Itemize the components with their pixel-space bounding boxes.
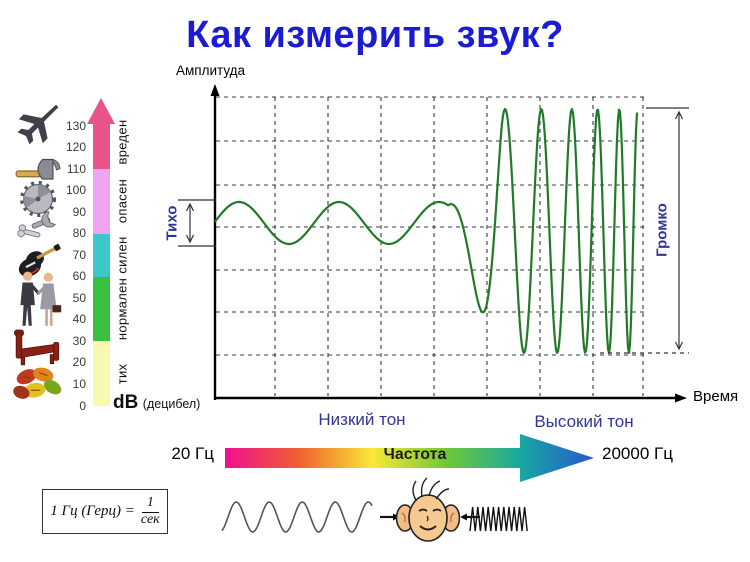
db-tick-130: 130	[65, 118, 86, 133]
x-axis-arrowhead	[675, 393, 687, 403]
y-axis-label: Амплитуда	[176, 63, 246, 78]
low-frequency-wave-icon	[221, 501, 373, 533]
db-zone-нормален	[93, 276, 110, 342]
db-tick-110: 110	[66, 161, 86, 176]
db-unit-suffix: (децибел)	[142, 397, 201, 411]
zone-label-опасен: опасен	[114, 179, 130, 224]
circular-saw-icon	[16, 179, 60, 219]
db-tick-30: 30	[72, 333, 86, 348]
db-tick-0: 0	[79, 398, 86, 413]
jet-airplane-icon	[11, 100, 65, 148]
hertz-formula: 1 Гц (Герц) = 1 сек	[42, 489, 168, 534]
y-axis-arrowhead	[210, 84, 220, 96]
high-frequency-wave-icon	[469, 506, 528, 532]
db-tick-70: 70	[72, 247, 86, 262]
wrench-tools-icon	[16, 208, 60, 242]
db-tick-80: 80	[72, 226, 86, 241]
frequency-arrow	[225, 434, 594, 482]
high-tone-label: Высокий тон	[534, 412, 634, 431]
autumn-leaves-icon	[12, 363, 64, 405]
db-zone-вреден	[93, 124, 110, 170]
low-tone-label: Низкий тон	[318, 410, 406, 429]
frequency-max-label: 20000 Гц	[602, 444, 673, 463]
listener-face-icon	[396, 476, 460, 548]
x-axis-label: Время	[693, 388, 739, 405]
formula-lhs: 1 Гц (Герц) =	[50, 503, 135, 519]
db-tick-50: 50	[72, 290, 86, 305]
db-tick-120: 120	[65, 140, 86, 155]
db-tick-40: 40	[72, 312, 86, 327]
hammer-icon	[15, 156, 61, 186]
formula-numerator: 1	[141, 495, 159, 513]
db-tick-60: 60	[72, 269, 86, 284]
bed-icon	[13, 329, 63, 367]
decibel-unit: dB (децибел)	[113, 392, 200, 414]
db-unit-label: dB	[113, 392, 139, 413]
frequency-arrow-label: Частота	[383, 446, 447, 463]
zone-label-тих: тих	[114, 363, 130, 384]
db-zone-опасен	[93, 169, 110, 234]
formula-fraction: 1 сек	[140, 495, 160, 527]
db-tick-90: 90	[72, 204, 86, 219]
people-talking-icon	[14, 268, 62, 332]
sound-waveform	[214, 107, 639, 355]
db-zone-силен	[93, 233, 110, 277]
zone-label-силен: силен	[114, 236, 130, 274]
db-tick-100: 100	[65, 183, 86, 198]
electric-guitar-icon	[10, 230, 66, 280]
formula-denominator: сек	[140, 511, 160, 527]
loud-amplitude-label: Громко	[653, 203, 671, 257]
zone-label-нормален: нормален	[114, 277, 130, 341]
frequency-min-label: 20 Гц	[171, 444, 214, 463]
zone-label-вреден: вреден	[114, 119, 130, 165]
db-bar-arrowhead	[87, 98, 115, 124]
db-tick-20: 20	[72, 355, 86, 370]
quiet-amplitude-label: Тихо	[163, 205, 181, 241]
slide-title: Как измерить звук?	[186, 14, 564, 56]
db-tick-10: 10	[72, 376, 86, 391]
db-zone-тих	[93, 341, 110, 406]
